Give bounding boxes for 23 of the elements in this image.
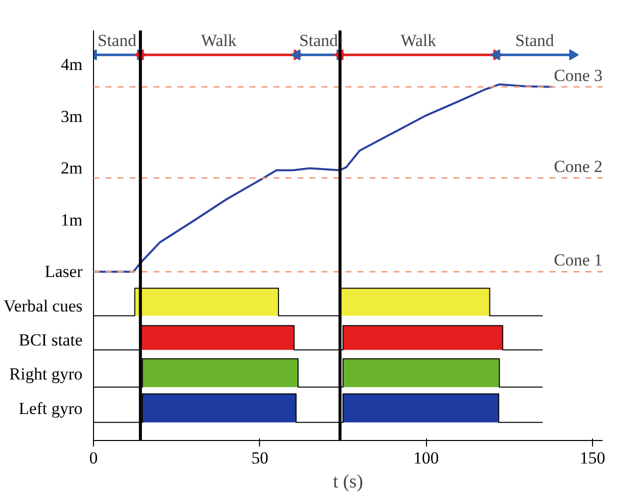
series-label: Stand xyxy=(515,30,554,50)
series-label: Walk xyxy=(201,30,237,50)
ref-line-label: Cone 3 xyxy=(554,66,603,85)
series-label: Walk xyxy=(400,30,437,50)
y-tick-label: Verbal cues xyxy=(4,296,83,316)
y-tick-label: Left gyro xyxy=(18,398,83,418)
line-series xyxy=(94,83,554,273)
y-tick-label: 4m xyxy=(60,55,83,74)
y-tick-label: 1m xyxy=(60,210,83,230)
y-tick-label: Right gyro xyxy=(9,364,83,384)
ref-line-label: Cone 2 xyxy=(554,157,603,176)
x-axis-title: t (s) xyxy=(332,472,364,492)
y-tick-label: BCI state xyxy=(18,330,83,350)
y-tick-label: 2m xyxy=(60,158,83,178)
x-tick-label: 50 xyxy=(251,448,268,468)
y-tick-label: Laser xyxy=(44,262,83,282)
series-label: Stand xyxy=(299,30,338,50)
series-label: Stand xyxy=(98,30,137,50)
ref-line-label: Cone 1 xyxy=(554,250,603,270)
x-tick-label: 100 xyxy=(413,448,439,468)
x-tick-label: 150 xyxy=(580,448,606,468)
x-tick-label: 0 xyxy=(89,448,98,468)
y-tick-label: 3m xyxy=(60,106,83,126)
